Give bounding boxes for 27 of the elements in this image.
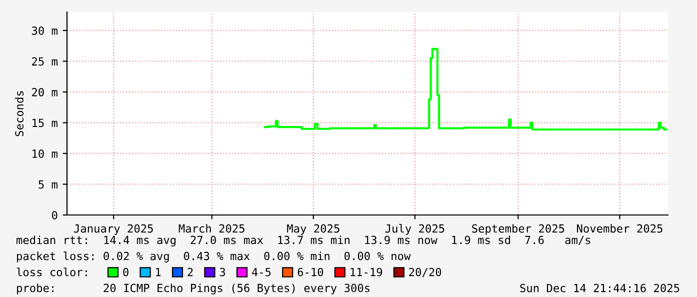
x-tick-label: January 2025 [74,224,153,235]
legend-title: loss color: [16,268,87,276]
legend-label: 4-5 [252,268,271,276]
text: probe: 20 ICMP Echo Pings (56 Bytes) every 300s [17,284,370,294]
text: median rtt: 14.4 ms avg 27.0 ms max 13.7 ms min 13.9 ms now 1.9 ms sd 7.6 am/s [16,236,590,246]
y-tick-label: 10 m [32,149,58,158]
x-tick-label: March 2025 [178,224,244,233]
legend-label: 0 [123,268,128,276]
x-tick-label: September 2025 [472,224,564,235]
legend-label: 3 [220,268,226,276]
y-tick-label: 25 m [32,57,58,66]
legend-label: 20/20 [409,268,442,278]
text: Sun Dec 14 21:44:16 2025 [520,284,680,292]
legend-label: 2 [188,268,193,276]
y-axis-title: Seconds [14,91,24,136]
y-tick-label: 0 [52,211,58,220]
x-tick-label: July 2025 [385,224,444,235]
y-tick-label: 5 m [38,180,58,189]
text: packet loss: 0.02 % avg 0.43 % max 0.00 % min 0.00 % now [17,252,411,262]
legend-label: 11-19 [350,268,382,276]
y-tick-label: 30 m [32,26,58,35]
x-tick-label: November 2025 [576,224,662,233]
y-tick-label: 20 m [32,88,58,96]
x-tick-label: May 2025 [287,224,340,235]
legend-label: 6-10 [298,268,324,276]
legend-label: 1 [156,268,161,276]
y-tick-label: 15 m [32,118,58,128]
